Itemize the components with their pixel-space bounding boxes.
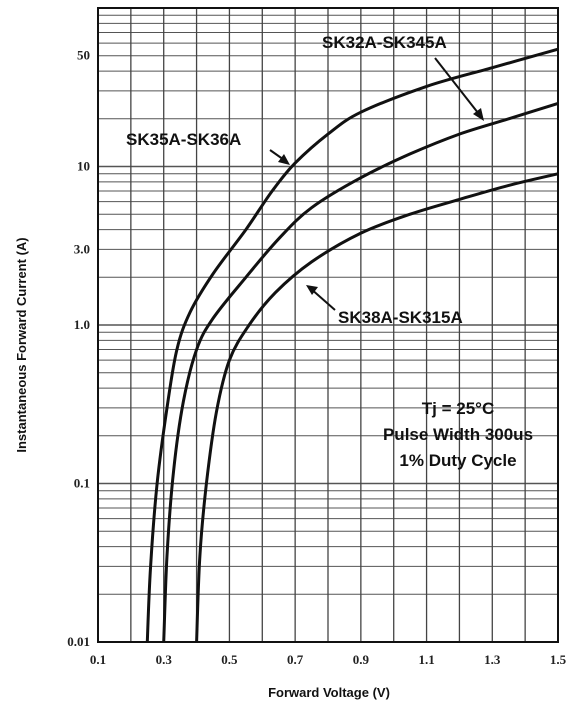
y-tick-label: 10 bbox=[77, 159, 90, 174]
x-tick-label: 0.7 bbox=[287, 652, 304, 667]
series-curve-3 bbox=[195, 172, 559, 643]
series-label-sk32a: SK32A-SK345A bbox=[322, 33, 447, 52]
series-curve-2 bbox=[162, 101, 559, 643]
y-tick-label: 0.1 bbox=[74, 476, 90, 491]
curves bbox=[145, 47, 559, 643]
x-tick-label: 0.9 bbox=[353, 652, 370, 667]
y-tick-label: 1.0 bbox=[74, 317, 90, 332]
y-tick-label: 0.01 bbox=[67, 634, 90, 649]
y-tick-label: 50 bbox=[77, 48, 90, 63]
y-tick-label: 3.0 bbox=[74, 241, 90, 256]
plot-frame bbox=[97, 7, 559, 643]
condition-duty-cycle: 1% Duty Cycle bbox=[399, 451, 516, 470]
x-tick-label: 0.1 bbox=[90, 652, 106, 667]
condition-tj: Tj = 25°C bbox=[422, 399, 494, 418]
grid bbox=[98, 8, 558, 642]
annotations: SK32A-SK345A SK35A-SK36A SK38A-SK315A Tj… bbox=[126, 33, 533, 470]
condition-pulse-width: Pulse Width 300us bbox=[383, 425, 533, 444]
x-tick-label: 1.1 bbox=[418, 652, 434, 667]
annotation-arrow-sk32a bbox=[434, 57, 483, 119]
x-tick-label: 0.3 bbox=[156, 652, 173, 667]
y-axis-label: Instantaneous Forward Current (A) bbox=[14, 237, 29, 452]
x-tick-labels: 0.1 0.3 0.5 0.7 0.9 1.1 1.3 1.5 bbox=[90, 652, 567, 667]
x-tick-label: 1.3 bbox=[484, 652, 501, 667]
x-tick-label: 0.5 bbox=[221, 652, 238, 667]
series-label-sk38a: SK38A-SK315A bbox=[338, 308, 463, 327]
annotation-arrowhead-sk32a bbox=[473, 108, 484, 121]
y-tick-labels: 0.01 0.1 1.0 3.0 10 50 bbox=[67, 48, 90, 649]
annotation-arrowhead-sk35a bbox=[278, 154, 290, 165]
series-curve-1 bbox=[145, 47, 559, 643]
x-axis-label: Forward Voltage (V) bbox=[268, 685, 390, 700]
x-tick-label: 1.5 bbox=[550, 652, 567, 667]
series-label-sk35a: SK35A-SK36A bbox=[126, 130, 241, 149]
annotation-arrowhead-sk38a bbox=[306, 285, 318, 295]
